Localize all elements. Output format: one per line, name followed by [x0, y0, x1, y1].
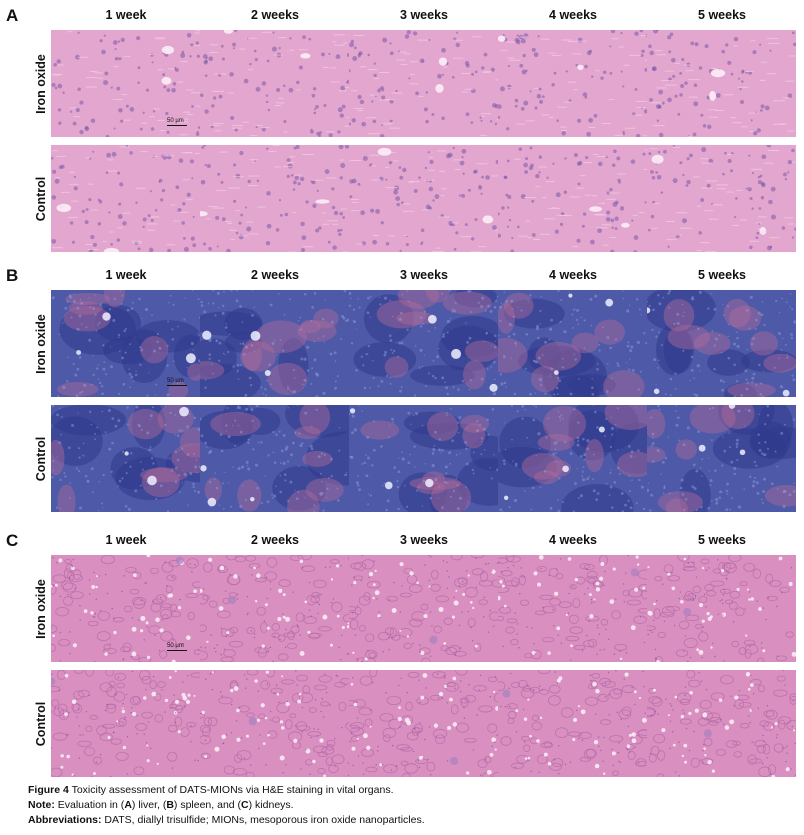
- kidney-micrograph: [647, 670, 796, 777]
- spleen-micrograph: [498, 405, 647, 512]
- spleen-micrograph: [200, 290, 349, 397]
- spleen-micrograph: [349, 290, 498, 397]
- note-panel-a: A: [124, 799, 132, 811]
- column-header: 2 weeks: [251, 268, 299, 282]
- kidney-micrograph: [498, 670, 647, 777]
- kidney-micrograph: [200, 555, 349, 662]
- caption-note-line: Note: Evaluation in (A) liver, (B) splee…: [28, 798, 425, 813]
- spleen-micrograph: [647, 290, 796, 397]
- row-label: Control: [34, 701, 48, 746]
- spleen-micrograph: [647, 405, 796, 512]
- kidney-micrograph: [349, 670, 498, 777]
- panel-letter-c: C: [6, 531, 19, 550]
- figure-text: Toxicity assessment of DATS-MIONs via H&…: [68, 784, 394, 796]
- scale-bar-label: 50 µm: [167, 118, 184, 124]
- column-header: 3 weeks: [400, 533, 448, 547]
- spleen-micrograph: [51, 405, 200, 512]
- liver-micrograph: [51, 145, 200, 252]
- column-header: 4 weeks: [549, 268, 597, 282]
- note-text: ) liver, (: [131, 799, 167, 811]
- kidney-micrograph: [51, 670, 200, 777]
- note-panel-b: B: [166, 799, 174, 811]
- scale-bar: 50 µm: [167, 643, 187, 651]
- row-label: Iron oxide: [34, 313, 48, 374]
- scale-bar-line: [167, 650, 187, 651]
- figure-label: Figure 4: [28, 784, 69, 796]
- kidney-micrograph: [51, 555, 200, 662]
- column-header: 3 weeks: [400, 268, 448, 282]
- spleen-micrograph: [51, 290, 200, 397]
- column-header: 5 weeks: [698, 8, 746, 22]
- panel-letter-a: A: [6, 6, 19, 25]
- column-header: 1 week: [105, 268, 147, 282]
- liver-micrograph: [498, 145, 647, 252]
- column-header: 3 weeks: [400, 8, 448, 22]
- row-label: Control: [34, 436, 48, 481]
- note-text: ) spleen, and (: [173, 799, 242, 811]
- abbreviations-text: DATS, diallyl trisulfide; MIONs, mesopor…: [101, 814, 425, 826]
- liver-micrograph: [647, 30, 796, 137]
- abbreviations-label: Abbreviations:: [28, 814, 102, 826]
- liver-micrograph: [51, 30, 200, 137]
- spleen-micrograph: [349, 405, 498, 512]
- kidney-micrograph: [647, 555, 796, 662]
- column-header: 4 weeks: [549, 533, 597, 547]
- scale-bar: 50 µm: [167, 118, 187, 126]
- scale-bar-label: 50 µm: [167, 378, 184, 384]
- row-label: Iron oxide: [34, 578, 48, 639]
- scale-bar-line: [167, 125, 187, 126]
- kidney-micrograph: [349, 555, 498, 662]
- row-label: Iron oxide: [34, 53, 48, 114]
- kidney-micrograph: [498, 555, 647, 662]
- column-header: 2 weeks: [251, 533, 299, 547]
- column-header: 1 week: [105, 8, 147, 22]
- note-label: Note:: [28, 799, 55, 811]
- column-header: 2 weeks: [251, 8, 299, 22]
- column-header: 1 week: [105, 533, 147, 547]
- liver-micrograph: [200, 30, 349, 137]
- liver-micrograph: [349, 145, 498, 252]
- note-text: ) kidneys.: [248, 799, 294, 811]
- column-header: 4 weeks: [549, 8, 597, 22]
- scale-bar-label: 50 µm: [167, 643, 184, 649]
- spleen-micrograph: [498, 290, 647, 397]
- note-panel-c: C: [241, 799, 249, 811]
- spleen-micrograph: [200, 405, 349, 512]
- scale-bar-line: [167, 385, 187, 386]
- caption-abbreviations-line: Abbreviations: DATS, diallyl trisulfide;…: [28, 813, 425, 828]
- note-text: Evaluation in (: [54, 799, 125, 811]
- column-header: 5 weeks: [698, 268, 746, 282]
- kidney-micrograph: [200, 670, 349, 777]
- liver-micrograph: [200, 145, 349, 252]
- figure-caption: Figure 4 Toxicity assessment of DATS-MIO…: [28, 783, 425, 828]
- caption-title-line: Figure 4 Toxicity assessment of DATS-MIO…: [28, 783, 425, 798]
- panel-letter-b: B: [6, 266, 19, 285]
- column-header: 5 weeks: [698, 533, 746, 547]
- scale-bar: 50 µm: [167, 378, 187, 386]
- row-label: Control: [34, 176, 48, 221]
- liver-micrograph: [349, 30, 498, 137]
- liver-micrograph: [647, 145, 796, 252]
- liver-micrograph: [498, 30, 647, 137]
